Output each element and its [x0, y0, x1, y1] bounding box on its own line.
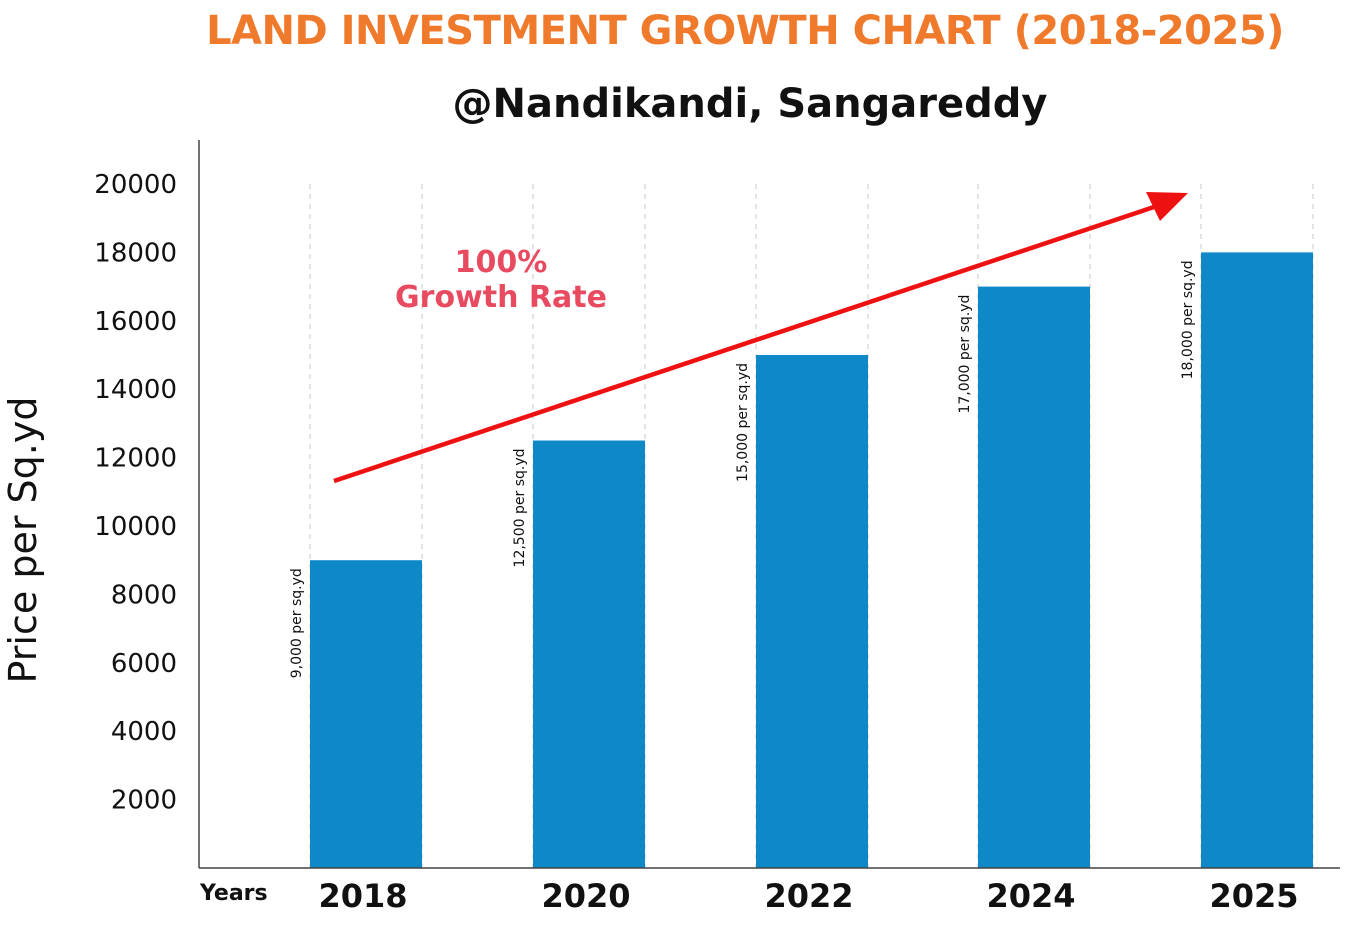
y-tick-label: 14000 [94, 375, 177, 405]
y-tick-label: 4000 [111, 717, 177, 747]
y-tick-label: 6000 [111, 649, 177, 679]
growth-arrow-head [1146, 192, 1188, 221]
y-tick-label: 16000 [94, 307, 177, 337]
x-tick-label: 2024 [986, 877, 1075, 915]
bar-2020 [533, 440, 645, 868]
bar-2018 [310, 560, 422, 868]
bar-2022 [756, 355, 868, 868]
growth-annotation-text: Growth Rate [395, 280, 607, 315]
x-tick-label: 2020 [541, 877, 630, 915]
chart-subtitle: @Nandikandi, Sangareddy [453, 81, 1048, 127]
bar-2025 [1201, 252, 1313, 868]
y-tick-label: 20000 [94, 170, 177, 200]
growth-arrow [333, 192, 1188, 484]
y-tick-label: 12000 [94, 444, 177, 474]
growth-annotation-percent: 100% [455, 245, 548, 280]
y-axis-label: Price per Sq.yd [1, 397, 45, 684]
y-tick-label: 2000 [111, 786, 177, 816]
bar-data-label: 12,500 per sq.yd [512, 449, 528, 568]
bar-data-label: 18,000 per sq.yd [1180, 260, 1196, 379]
x-tick-label: 2025 [1209, 877, 1298, 915]
x-axis-label: Years [199, 881, 268, 906]
chart-title: LAND INVESTMENT GROWTH CHART (2018-2025) [206, 8, 1284, 54]
y-tick-label: 10000 [94, 512, 177, 542]
bar-data-label: 17,000 per sq.yd [957, 295, 973, 414]
label-layer: 2000 4000 6000 8000 10000 12000 14000 16000 1800… [94, 170, 1298, 915]
x-tick-label: 2018 [318, 877, 407, 915]
growth-arrow-line [333, 202, 1161, 484]
x-tick-label: 2022 [764, 877, 853, 915]
bar-data-label: 9,000 per sq.yd [289, 568, 305, 678]
bar-layer [310, 252, 1313, 869]
bar-2024 [978, 286, 1090, 869]
y-tick-label: 18000 [94, 238, 177, 268]
y-tick-label: 8000 [111, 580, 177, 610]
bar-data-label: 15,000 per sq.yd [735, 363, 751, 482]
